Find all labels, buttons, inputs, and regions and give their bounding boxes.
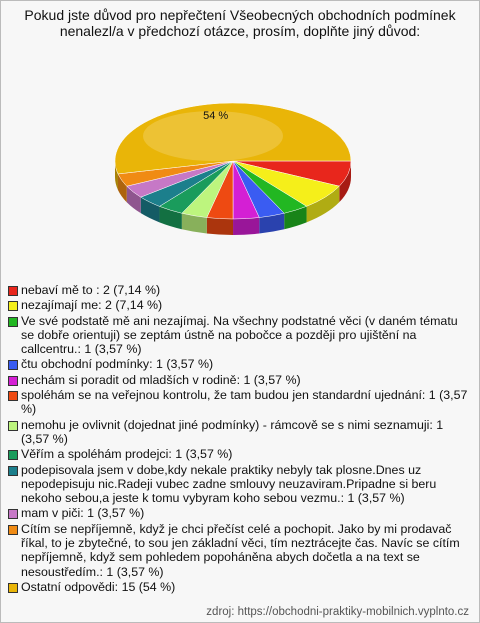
legend-item: spoléhám se na veřejnou kontrolu, že tam… — [8, 388, 472, 417]
legend-swatch — [8, 301, 18, 312]
legend-item: Ve své podstatě mě ani nezajímaj. Na vše… — [8, 314, 472, 357]
legend-label: mam v piči: 1 (3,57 %) — [21, 506, 145, 521]
legend-swatch — [8, 316, 18, 327]
pie-side — [181, 213, 207, 234]
pie-side — [233, 217, 260, 235]
pie-side — [306, 186, 340, 223]
pie-slice — [114, 102, 352, 175]
legend-label: čtu obchodní podmínky: 1 (3,57 %) — [21, 357, 214, 372]
pie-side — [117, 173, 127, 203]
legend-label: nemohu je ovlivnit (dojednat jiné podmín… — [21, 417, 444, 446]
legend-swatch — [8, 360, 18, 371]
legend: nebaví mě to : 2 (7,14 %) nezajímají me: … — [8, 283, 472, 595]
legend-swatch — [8, 420, 18, 431]
legend-item: nemohu je ovlivnit (dojednat jiné podmín… — [8, 418, 472, 447]
legend-item: Cítím se nepříjemně, když je chci přečís… — [8, 522, 472, 579]
legend-swatch — [8, 582, 18, 593]
legend-label: Ostatní odpovědi: 15 (54 %) — [21, 579, 176, 594]
legend-item: nezajímají me: 2 (7,14 %) — [8, 298, 472, 312]
legend-label: podepisovala jsem v dobe,kdy nekale prak… — [21, 462, 437, 506]
legend-item: nechám si poradit od mladších v rodině: … — [8, 373, 472, 387]
legend-swatch — [8, 450, 18, 461]
legend-label: nechám si poradit od mladších v rodině: … — [21, 372, 301, 387]
pie-side — [339, 161, 351, 203]
pie-side — [259, 213, 285, 234]
legend-item: Věřím a spoléhám prodejci: 1 (3,57 %) — [8, 447, 472, 461]
legend-swatch — [8, 286, 18, 296]
legend-item: mam v piči: 1 (3,57 %) — [8, 506, 472, 520]
data-label: 54 % — [203, 110, 228, 122]
legend-item: nebaví mě to : 2 (7,14 %) — [8, 283, 472, 297]
legend-label: Ve své podstatě mě ani nezajímaj. Na vše… — [21, 313, 458, 357]
legend-swatch — [8, 375, 18, 386]
pie-chart: 54 % — [114, 102, 352, 235]
legend-item: Ostatní odpovědi: 15 (54 %) — [8, 580, 472, 594]
legend-swatch — [8, 509, 18, 520]
legend-label: spoléhám se na veřejnou kontrolu, že tam… — [21, 388, 468, 417]
legend-label: Cítím se nepříjemně, když je chci přečís… — [21, 521, 460, 579]
pie-side — [140, 197, 160, 223]
pie-side — [206, 217, 234, 235]
legend-item: podepisovala jsem v dobe,kdy nekale prak… — [8, 463, 472, 506]
legend-item: čtu obchodní podmínky: 1 (3,57 %) — [8, 357, 472, 371]
chart-title: Pokud jste důvod pro nepřečtení Všeobecn… — [24, 7, 456, 39]
legend-swatch — [8, 465, 18, 476]
pie-gloss — [143, 111, 283, 161]
legend-swatch — [8, 391, 18, 402]
pie-side — [126, 186, 141, 214]
legend-label: Věřím a spoléhám prodejci: 1 (3,57 %) — [21, 447, 233, 462]
legend-swatch — [8, 524, 18, 535]
legend-label: nebaví mě to : 2 (7,14 %) — [21, 283, 161, 297]
source: zdroj: https://obchodni-praktiky-mobilni… — [206, 606, 469, 618]
legend-label: nezajímají me: 2 (7,14 %) — [21, 298, 163, 313]
